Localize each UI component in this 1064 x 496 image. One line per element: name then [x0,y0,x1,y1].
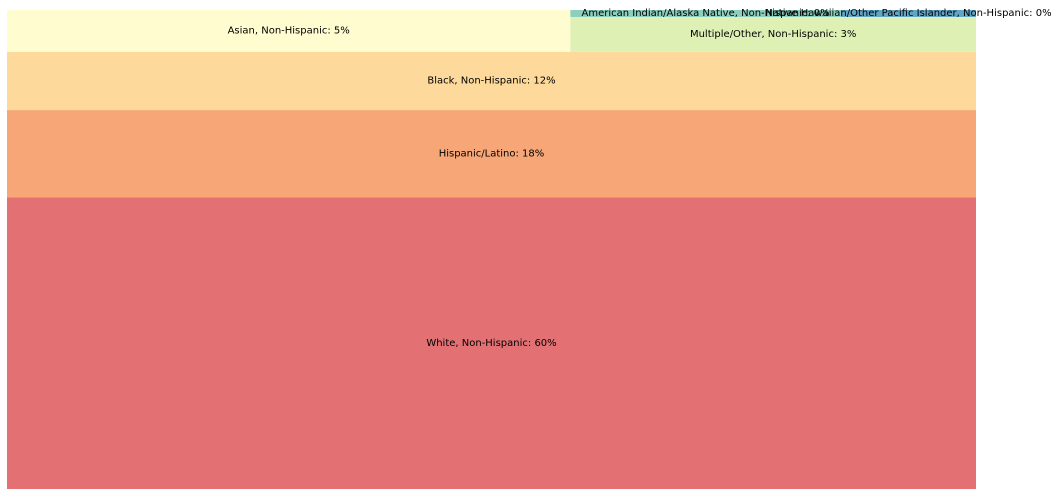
treemap-label-multiple-other-non-hispanic: Multiple/Other, Non-Hispanic: 3% [690,29,856,40]
treemap-tile-black-non-hispanic [7,51,976,111]
treemap-tile-white-non-hispanic [7,197,976,489]
treemap-label-white-non-hispanic: White, Non-Hispanic: 60% [426,338,556,349]
treemap-tile-hispanic-latino [7,110,976,198]
treemap-label-hispanic-latino: Hispanic/Latino: 18% [439,148,545,159]
treemap-label-native-hawaiian-other-pacific-islander-non-hispanic: Native Hawaiian/Other Pacific Islander, … [765,8,1051,19]
treemap-labels: White, Non-Hispanic: 60% Hispanic/Latino:… [228,8,1052,349]
treemap-label-asian-non-hispanic: Asian, Non-Hispanic: 5% [228,25,350,36]
treemap-tiles [7,10,976,489]
treemap-label-american-indian-alaska-native-non-hispanic: American Indian/Alaska Native, Non-Hispa… [581,8,829,19]
treemap-tile-asian-non-hispanic [7,10,571,52]
treemap-label-black-non-hispanic: Black, Non-Hispanic: 12% [427,75,555,86]
treemap-tile-american-indian-alaska-native-non-hispanic [570,10,841,17]
treemap-tile-multiple-other-non-hispanic [570,16,976,52]
treemap-tile-native-hawaiian-other-pacific-islander-non-hispanic [840,10,976,17]
